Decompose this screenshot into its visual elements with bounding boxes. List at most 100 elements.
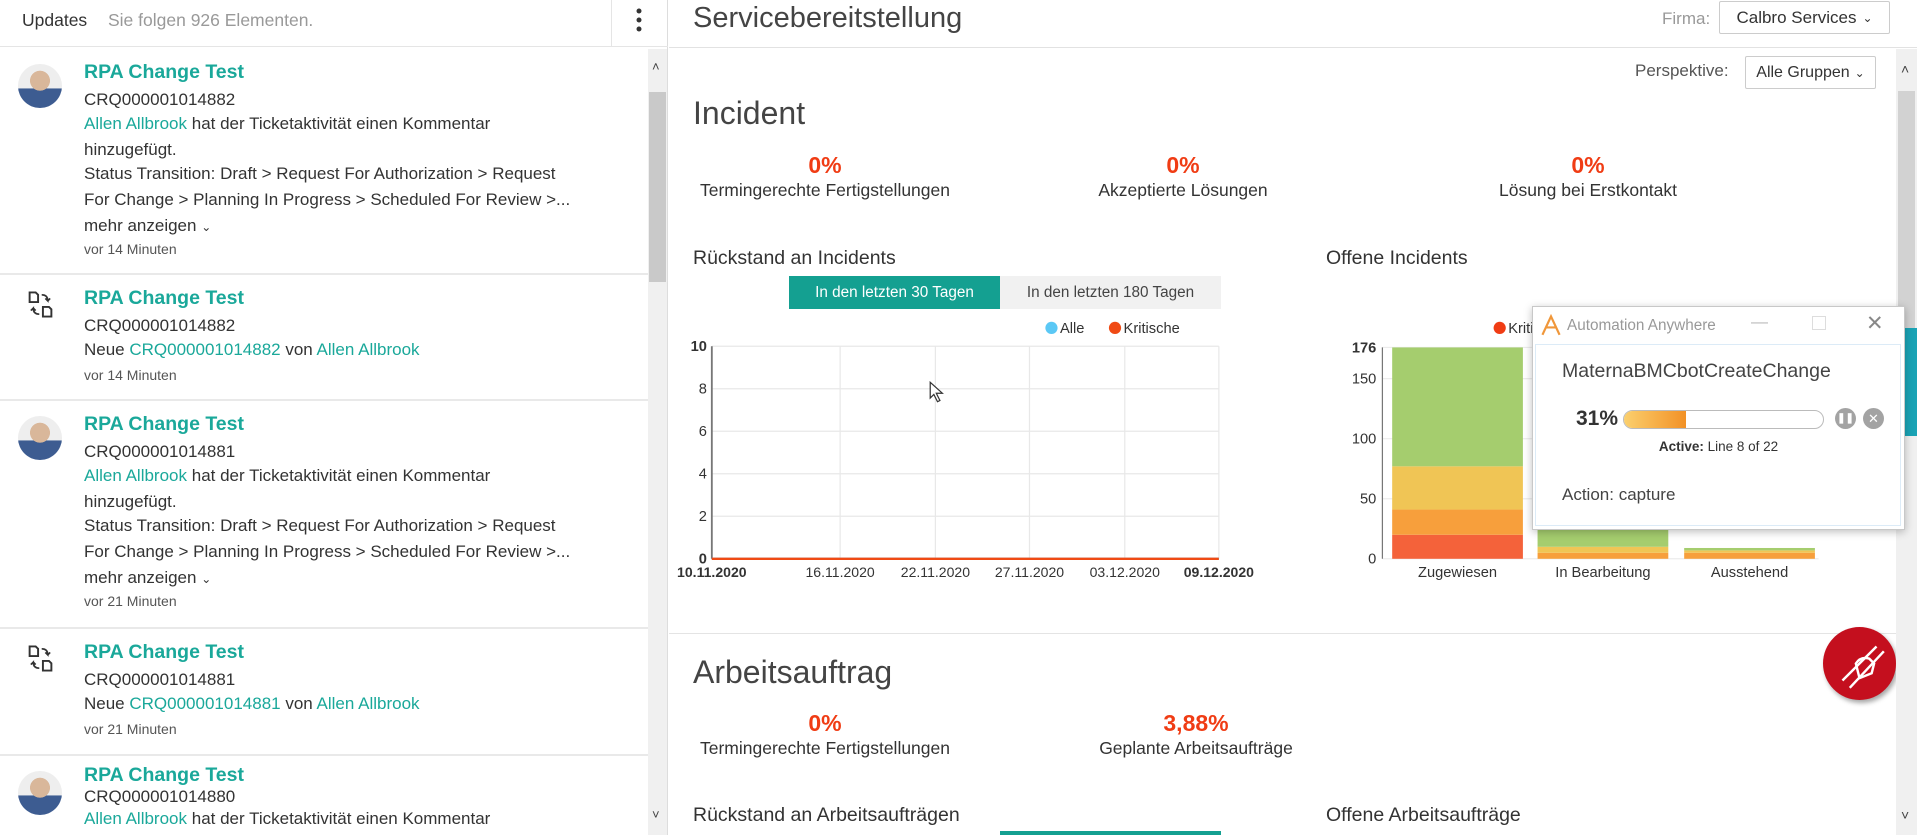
ticket-link[interactable]: CRQ000001014881 [129, 694, 281, 713]
feed-item-title[interactable]: RPA Change Test [84, 413, 244, 435]
timestamp: vor 21 Minuten [84, 593, 177, 609]
chevron-down-icon: ⌄ [1862, 10, 1873, 25]
y-tick-label: 0 [1368, 552, 1376, 568]
new-text: Neue [84, 694, 130, 713]
avatar [18, 416, 62, 460]
feed-item-title[interactable]: RPA Change Test [84, 641, 244, 663]
x-tick-label: 22.11.2020 [901, 564, 970, 580]
kpi-value: 0% [808, 152, 842, 178]
author-link[interactable]: Allen Allbrook [316, 694, 420, 713]
scroll-up-icon[interactable]: ˄ [652, 59, 660, 74]
avatar [18, 64, 62, 108]
feed-item[interactable]: RPA Change Test CRQ000001014880 Allen Allb… [0, 756, 648, 835]
author-link[interactable]: Allen Allbrook [84, 466, 188, 485]
perspektive-dropdown[interactable]: Alle Gruppen ⌄ [1745, 56, 1876, 89]
scrollbar-thumb[interactable] [1898, 91, 1915, 336]
scrollbar-thumb[interactable] [649, 92, 666, 282]
minimize-button[interactable]: — [1751, 312, 1768, 331]
bar-segment-niedrig [1684, 547, 1815, 551]
y-tick-label: 0 [699, 552, 707, 568]
work-order-tab[interactable] [1000, 831, 1221, 835]
feed-scrollbar[interactable]: ˄ ˅ [648, 49, 667, 835]
open-work-orders-title: Offene Arbeitsaufträge [1326, 804, 1521, 826]
kpi-label: Termingerechte Fertigstellungen [700, 180, 950, 200]
show-more-label: mehr anzeigen [84, 216, 197, 235]
firma-label: Firma: [1662, 9, 1711, 28]
x-tick-label: 10.11.2020 [677, 564, 747, 580]
bar-segment-mittel [1684, 550, 1815, 553]
by-text: von [280, 694, 317, 713]
scroll-down-icon[interactable]: ˅ [652, 807, 660, 822]
feed-item[interactable]: RPA Change Test CRQ000001014881 Allen Allb… [0, 401, 648, 629]
firma-dropdown[interactable]: Calbro Services ⌄ [1719, 1, 1890, 34]
kebab-icon [636, 8, 642, 32]
comment-text: hinzugefügt. [84, 492, 177, 511]
chevron-down-icon: ⌄ [201, 220, 212, 234]
comment-text: hat der Ticketaktivität einen Kommentar [187, 466, 491, 485]
close-button[interactable]: ✕ [1866, 312, 1884, 335]
kpi-label: Termingerechte Fertigstellungen [700, 738, 950, 758]
ticket-id: CRQ000001014881 [84, 670, 236, 689]
comment-text: hinzugefügt. [84, 140, 177, 159]
perspektive-label: Perspektive: [1635, 61, 1729, 80]
dialog-title: Automation Anywhere [1567, 317, 1716, 334]
following-count: Sie folgen 926 Elementen. [108, 10, 314, 30]
active-value: Line 8 of 22 [1703, 439, 1779, 454]
feed-item[interactable]: RPA Change Test CRQ000001014882 Allen Allb… [0, 49, 648, 275]
feed-item[interactable]: RPA Change Test CRQ000001014882 Neue CRQ00… [0, 275, 648, 401]
show-more-link[interactable]: mehr anzeigen ⌄ [84, 213, 211, 240]
ticket-id: CRQ000001014880 [84, 787, 236, 806]
current-action: Action: capture [1562, 485, 1676, 504]
progress-bar [1623, 410, 1824, 429]
ticket-link[interactable]: CRQ000001014882 [129, 340, 281, 359]
feed-item-title[interactable]: RPA Change Test [84, 764, 244, 786]
dialog-body [1535, 344, 1901, 526]
y-tick-label: 4 [699, 467, 707, 483]
pause-button[interactable]: ❚❚ [1835, 408, 1856, 429]
more-options-button[interactable] [611, 0, 668, 46]
bar-segment-hoch [1684, 552, 1815, 559]
legend-dot-kritisch [1493, 321, 1506, 334]
tab-last-180-days[interactable]: In den letzten 180 Tagen [1000, 276, 1221, 309]
x-tick-label: Zugewiesen [1418, 565, 1497, 581]
progress-fill [1624, 411, 1686, 428]
show-more-link[interactable]: mehr anzeigen ⌄ [84, 565, 211, 592]
status-transition: For Change > Planning In Progress > Sche… [84, 542, 571, 561]
maximize-button[interactable] [1812, 316, 1826, 330]
x-tick-label: In Bearbeitung [1555, 565, 1650, 581]
scroll-down-icon[interactable]: ˅ [1901, 807, 1910, 823]
kpi-label: Akzeptierte Lösungen [1098, 180, 1268, 200]
author-link[interactable]: Allen Allbrook [84, 114, 188, 133]
incident-backlog-chart: Alle Kritische 0 2 4 6 8 10 10.11.2020 16.11.2020… [677, 321, 1254, 580]
bar-segment-mittel [1392, 466, 1523, 510]
author-link[interactable]: Allen Allbrook [316, 340, 420, 359]
ticket-id: CRQ000001014881 [84, 442, 236, 461]
status-transition: Status Transition: Draft > Request For A… [84, 164, 556, 183]
bot-name: MaternaBMCbotCreateChange [1562, 360, 1831, 382]
handshake-icon [1841, 645, 1885, 689]
legend-label: Alle [1060, 321, 1084, 337]
feed-item[interactable]: RPA Change Test CRQ000001014881 Neue CRQ00… [0, 629, 648, 756]
feed-item-title[interactable]: RPA Change Test [84, 61, 244, 83]
author-link[interactable]: Allen Allbrook [84, 809, 188, 828]
work-order-backlog-title: Rückstand an Arbeitsaufträgen [693, 804, 960, 826]
x-tick-label: 09.12.2020 [1184, 564, 1254, 580]
chevron-down-icon: ⌄ [201, 572, 212, 586]
y-tick-label: 176 [1352, 340, 1376, 356]
progress-percent: 31% [1576, 407, 1619, 430]
stop-button[interactable]: ✕ [1863, 408, 1884, 429]
kpi-value: 3,88% [1163, 710, 1229, 736]
scroll-up-icon[interactable]: ˄ [1901, 61, 1910, 77]
y-tick-label: 50 [1360, 492, 1376, 508]
help-button[interactable] [1823, 627, 1896, 700]
feed-item-title[interactable]: RPA Change Test [84, 287, 244, 309]
service-dashboard: Servicebereitstellung Firma: Calbro Serv… [669, 0, 1917, 835]
automation-anywhere-logo-icon [1541, 314, 1561, 336]
change-request-icon [28, 291, 53, 318]
perspektive-value: Alle Gruppen [1756, 63, 1850, 81]
automation-anywhere-dialog: Automation Anywhere — ✕ MaternaBMCbotCre… [1532, 306, 1905, 530]
tab-last-30-days[interactable]: In den letzten 30 Tagen [789, 276, 1000, 309]
mouse-cursor-icon [929, 381, 944, 403]
bar-segment-kritisch [1392, 534, 1523, 559]
kpi-value: 0% [808, 710, 842, 736]
